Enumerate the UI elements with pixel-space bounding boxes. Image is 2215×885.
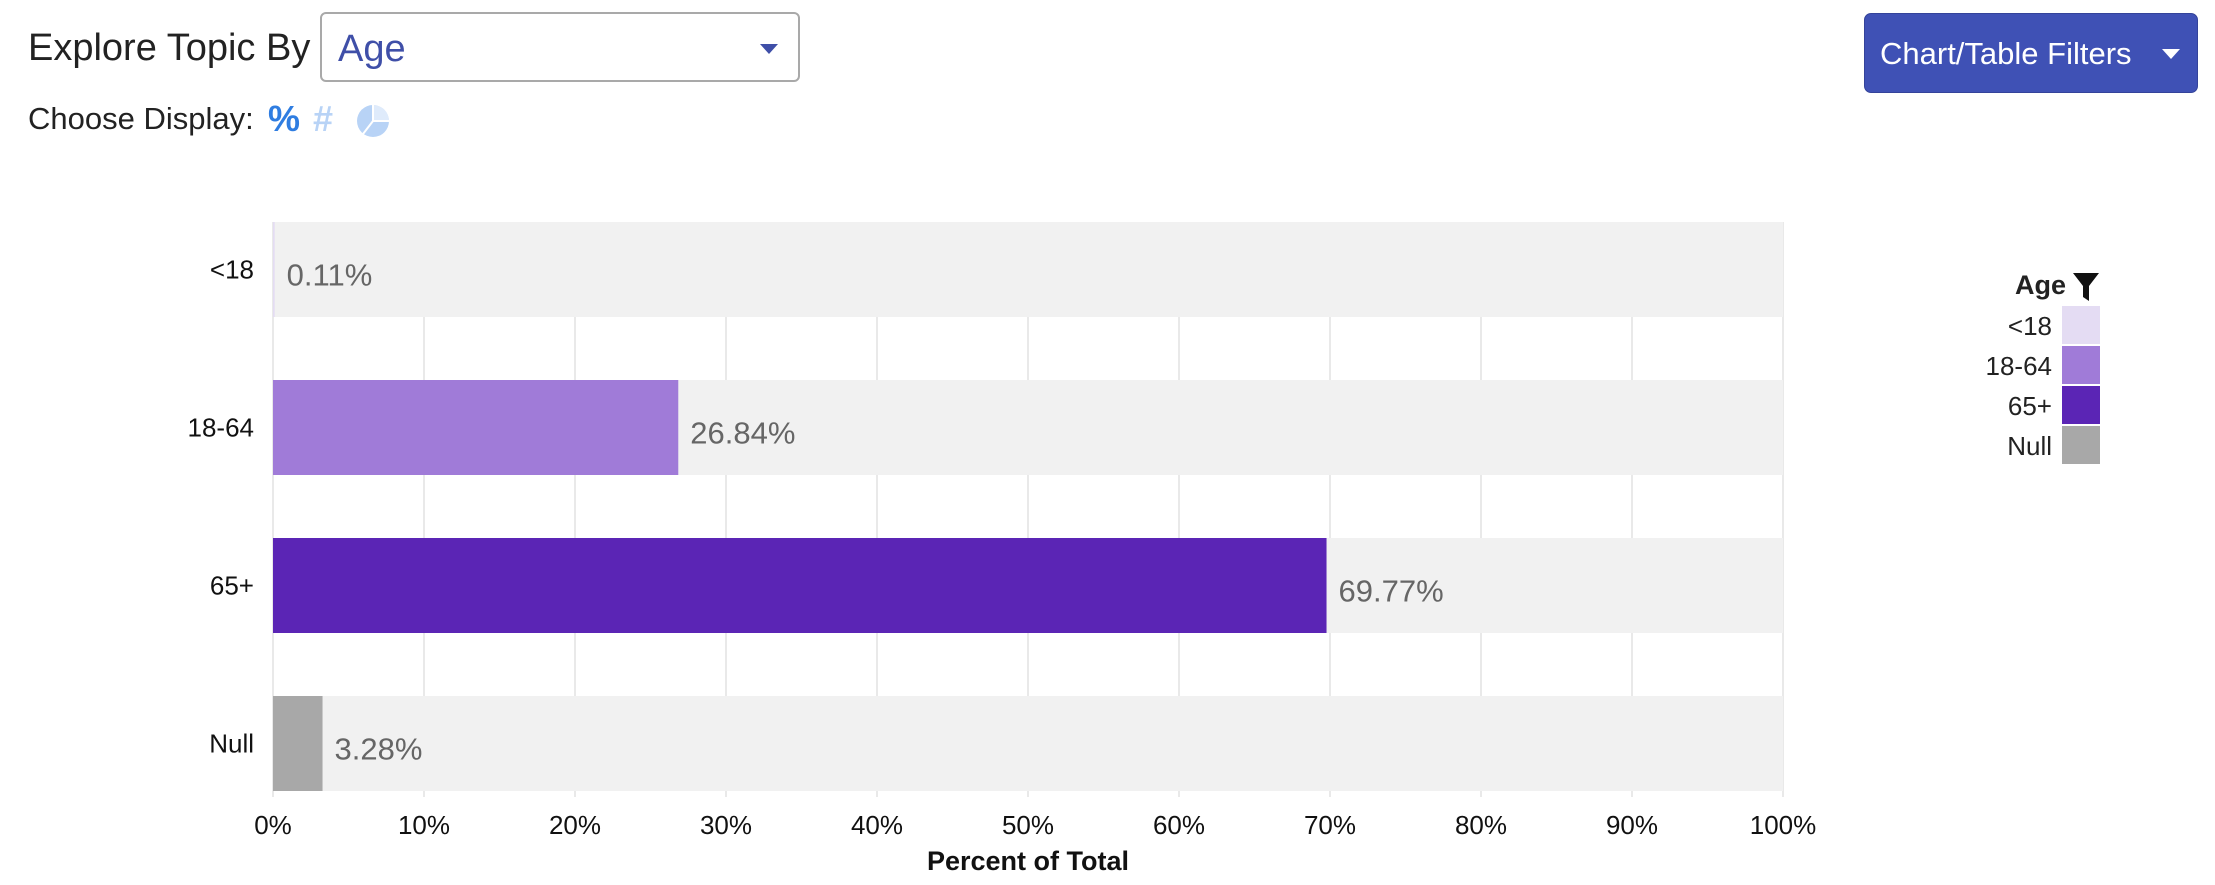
chevron-down-icon bbox=[760, 44, 778, 54]
y-category-label: <18 bbox=[210, 255, 254, 285]
bar[interactable] bbox=[273, 222, 275, 317]
hash-icon[interactable]: # bbox=[313, 98, 334, 139]
x-tick-label: 20% bbox=[549, 810, 601, 840]
legend-item[interactable]: Null bbox=[2007, 426, 2100, 466]
choose-display-label: Choose Display: bbox=[28, 101, 254, 136]
x-axis-ticks: 0% 10% 20% 30% 40% 50% 60% 70% 80% 90% 100% bbox=[254, 810, 1816, 840]
legend-swatch bbox=[2062, 346, 2100, 384]
filters-button-label: Chart/Table Filters bbox=[1880, 36, 2132, 71]
legend-item[interactable]: 65+ bbox=[2008, 386, 2100, 426]
bar[interactable] bbox=[273, 696, 323, 791]
x-tick-label: 80% bbox=[1455, 810, 1507, 840]
topic-select-value: Age bbox=[338, 28, 406, 70]
bar-track bbox=[273, 222, 1783, 317]
bar[interactable] bbox=[273, 538, 1327, 633]
legend-item[interactable]: <18 bbox=[2008, 306, 2100, 346]
legend-title-text: Age bbox=[2014, 270, 2066, 300]
x-tick-label: 10% bbox=[398, 810, 450, 840]
category-labels: <18 18-64 65+ Null bbox=[188, 255, 255, 759]
legend-item-label: Null bbox=[2007, 431, 2052, 461]
data-label: 0.11% bbox=[287, 258, 373, 293]
x-tick-label: 40% bbox=[851, 810, 903, 840]
data-label: 26.84% bbox=[690, 416, 795, 451]
y-category-label: 18-64 bbox=[188, 413, 255, 443]
legend-item[interactable]: 18-64 bbox=[1985, 346, 2100, 386]
x-tick-label: 70% bbox=[1304, 810, 1356, 840]
x-tick-label: 30% bbox=[700, 810, 752, 840]
bars: 0.11% 26.84% 69.77% 3.28% bbox=[273, 222, 1783, 791]
bar[interactable] bbox=[273, 380, 679, 475]
pie-chart-icon[interactable] bbox=[356, 104, 390, 138]
filter-icon[interactable] bbox=[2072, 272, 2100, 302]
legend-item-label: 18-64 bbox=[1985, 351, 2053, 381]
x-tick-label: 90% bbox=[1606, 810, 1658, 840]
x-tick-label: 0% bbox=[254, 810, 292, 840]
legend-title[interactable]: Age bbox=[2015, 266, 2100, 304]
legend-swatch bbox=[2062, 306, 2100, 344]
explore-topic-label: Explore Topic By bbox=[28, 27, 311, 69]
topic-select[interactable]: Age bbox=[320, 12, 800, 82]
y-category-label: Null bbox=[209, 729, 254, 759]
data-label: 69.77% bbox=[1339, 574, 1444, 609]
x-tick-label: 50% bbox=[1002, 810, 1054, 840]
data-label: 3.28% bbox=[335, 732, 423, 767]
legend-item-label: 65+ bbox=[2007, 391, 2052, 421]
x-tick-label: 100% bbox=[1750, 810, 1817, 840]
age-bar-chart: 0.11% 26.84% 69.77% 3.28% <18 18-64 65+ Null 0… bbox=[188, 222, 1816, 876]
y-category-label: 65+ bbox=[210, 571, 254, 601]
x-axis-title: Percent of Total bbox=[927, 846, 1129, 876]
legend-item-label: <18 bbox=[2007, 311, 2052, 341]
legend-swatch bbox=[2062, 426, 2100, 464]
bar-track bbox=[273, 696, 1783, 791]
x-tick-label: 60% bbox=[1153, 810, 1205, 840]
percent-icon[interactable]: % bbox=[268, 98, 301, 139]
legend-swatch bbox=[2062, 386, 2100, 424]
chevron-down-icon bbox=[2162, 49, 2180, 59]
chart-table-filters-button[interactable]: Chart/Table Filters bbox=[1864, 13, 2198, 93]
